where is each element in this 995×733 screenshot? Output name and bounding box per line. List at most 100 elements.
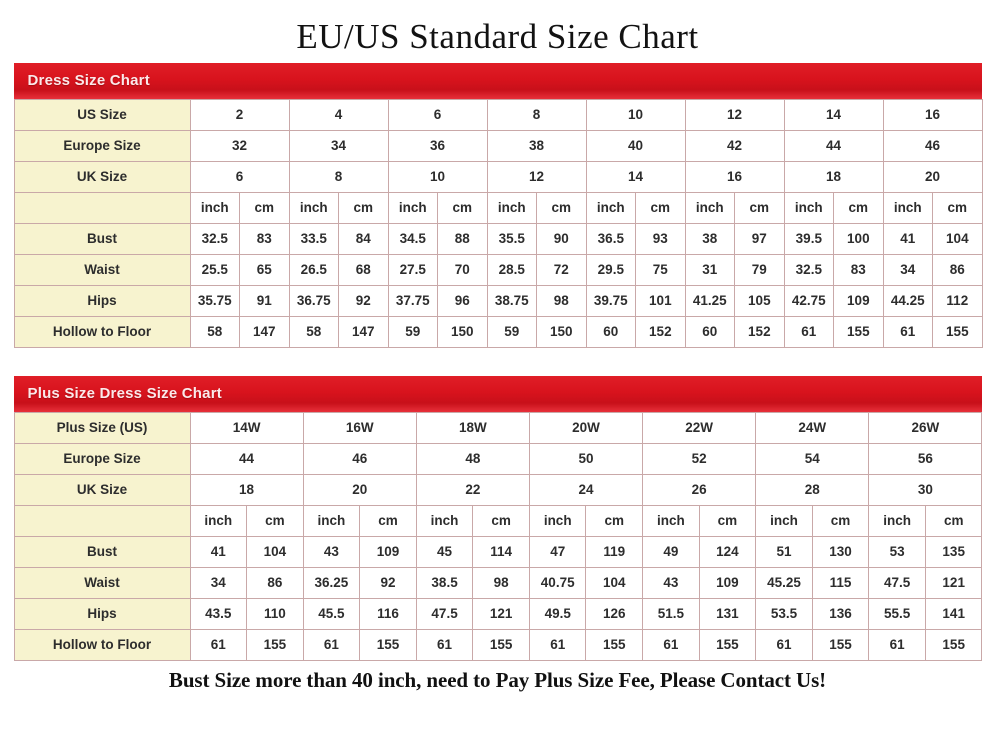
measure-cell-inch: 32.5	[189, 222, 240, 255]
measure-cell-inch: 58	[189, 315, 240, 348]
measure-cell-inch: 41.25	[684, 284, 736, 317]
footer-note: Bust Size more than 40 inch, need to Pay…	[168, 667, 827, 692]
measure-cell-cm: 65	[239, 253, 290, 286]
measure-cell-cm: 155	[585, 628, 644, 661]
table-row: UK Size 6 8 10 12 14 16 18 20	[13, 160, 983, 193]
size-value-cell: 20	[882, 160, 983, 193]
measure-cell-inch: 47.5	[415, 597, 474, 630]
size-value-cell: 20W	[528, 411, 644, 444]
measure-cell-cm: 91	[239, 284, 290, 317]
measure-cell-inch: 47	[528, 535, 587, 568]
measure-cell-inch: 33.5	[288, 222, 340, 255]
measure-cell-inch: 42.75	[783, 284, 835, 317]
measure-cell-cm: 70	[437, 253, 488, 286]
measure-cell-cm: 104	[932, 222, 983, 255]
measure-cell-cm: 88	[437, 222, 488, 255]
table-row: US Size 2 4 6 8 10 12 14 16	[13, 98, 983, 131]
size-value-cell: 18	[783, 160, 884, 193]
measure-cell-cm: 83	[239, 222, 290, 255]
measure-cell-inch: 36.75	[288, 284, 340, 317]
measure-cell-inch: 45	[415, 535, 474, 568]
row-label-bust: Bust	[13, 535, 191, 568]
unit-header-inch: inch	[288, 191, 340, 224]
measure-cell-inch: 58	[288, 315, 340, 348]
row-label-hollow-to-floor: Hollow to Floor	[13, 628, 191, 661]
measure-cell-cm: 155	[698, 628, 757, 661]
row-label-europe-size: Europe Size	[13, 129, 191, 162]
unit-header-inch: inch	[882, 191, 934, 224]
measure-cell-inch: 38.5	[415, 566, 474, 599]
measure-cell-cm: 72	[536, 253, 587, 286]
unit-header-inch: inch	[387, 191, 439, 224]
unit-header-cm: cm	[472, 504, 530, 537]
measure-cell-cm: 84	[338, 222, 389, 255]
unit-header-row: inch cm inch cm inch cm inch cm inch cm inch cm inch…	[13, 191, 983, 224]
size-value-cell: 6	[189, 160, 290, 193]
size-value-cell: 50	[528, 442, 644, 475]
size-value-cell: 10	[585, 98, 686, 131]
size-value-cell: 12	[486, 160, 587, 193]
measure-cell-inch: 34	[189, 566, 248, 599]
measure-cell-cm: 141	[924, 597, 983, 630]
measure-cell-cm: 152	[734, 315, 785, 348]
measure-cell-cm: 92	[359, 566, 417, 599]
size-value-cell: 40	[585, 129, 686, 162]
size-value-cell: 34	[288, 129, 389, 162]
size-value-cell: 36	[387, 129, 488, 162]
measure-cell-cm: 135	[924, 535, 983, 568]
size-value-cell: 56	[868, 442, 983, 475]
measure-cell-inch: 41	[189, 535, 248, 568]
measure-cell-inch: 38	[684, 222, 736, 255]
measure-cell-inch: 51	[755, 535, 813, 568]
size-value-cell: 14W	[189, 411, 304, 444]
size-value-cell: 24W	[755, 411, 870, 444]
measure-cell-inch: 61	[642, 628, 700, 661]
row-label-hollow-to-floor: Hollow to Floor	[13, 315, 191, 348]
size-value-cell: 6	[387, 98, 488, 131]
measure-cell-inch: 61	[755, 628, 813, 661]
unit-header-cm: cm	[833, 191, 884, 224]
measure-cell-cm: 93	[635, 222, 686, 255]
size-value-cell: 8	[486, 98, 587, 131]
measure-cell-inch: 60	[585, 315, 637, 348]
measure-cell-inch: 47.5	[868, 566, 926, 599]
measure-cell-cm: 152	[635, 315, 686, 348]
measure-cell-inch: 43.5	[189, 597, 248, 630]
unit-header-inch: inch	[302, 504, 361, 537]
plus-size-chart-title: Plus Size Dress Size Chart	[27, 385, 222, 402]
unit-header-inch: inch	[868, 504, 926, 537]
unit-header-row: inch cm inch cm inch cm inch cm inch cm inch cm inch…	[13, 504, 983, 537]
measure-cell-cm: 86	[932, 253, 983, 286]
measure-cell-inch: 59	[486, 315, 538, 348]
unit-header-inch: inch	[684, 191, 736, 224]
unit-header-inch: inch	[528, 504, 587, 537]
dress-size-table: US Size 2 4 6 8 10 12 14 16 Europe Size 32 34 36 38 40…	[13, 98, 983, 348]
measure-cell-inch: 36.5	[585, 222, 637, 255]
measure-cell-cm: 109	[359, 535, 417, 568]
unit-header-cm: cm	[698, 504, 757, 537]
measure-cell-inch: 27.5	[387, 253, 439, 286]
measure-cell-cm: 130	[811, 535, 870, 568]
measure-cell-cm: 119	[585, 535, 644, 568]
measure-cell-cm: 97	[734, 222, 785, 255]
measure-cell-cm: 105	[734, 284, 785, 317]
size-value-cell: 24	[528, 473, 644, 506]
measure-cell-cm: 75	[635, 253, 686, 286]
measure-cell-cm: 136	[811, 597, 870, 630]
size-value-cell: 22W	[642, 411, 757, 444]
unit-header-cm: cm	[924, 504, 983, 537]
measure-cell-cm: 98	[472, 566, 530, 599]
table-row: Bust 32.5 83 33.5 84 34.5 88 35.5 90 36.5 93 38 97 39…	[13, 222, 983, 255]
size-value-cell: 16	[684, 160, 785, 193]
measure-cell-inch: 45.5	[302, 597, 361, 630]
unit-header-inch: inch	[585, 191, 637, 224]
measure-cell-cm: 121	[924, 566, 983, 599]
table-row: Hollow to Floor 61 155 61 155 61 155 61 155 61 155…	[13, 628, 983, 661]
measure-cell-inch: 34	[882, 253, 934, 286]
measure-cell-cm: 150	[536, 315, 587, 348]
size-value-cell: 8	[288, 160, 389, 193]
plus-size-chart-block: Plus Size Dress Size Chart Plus Size (US…	[13, 375, 983, 661]
plus-size-table: Plus Size (US) 14W 16W 18W 20W 22W 24W 26W Europ…	[13, 411, 983, 661]
size-value-cell: 44	[189, 442, 304, 475]
size-value-cell: 12	[684, 98, 785, 131]
